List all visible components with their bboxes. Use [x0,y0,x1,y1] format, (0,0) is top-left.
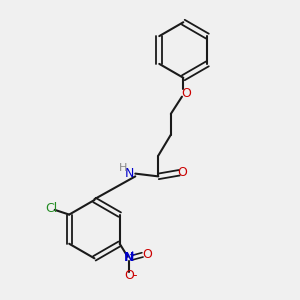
Text: +: + [128,250,135,259]
Text: O: O [124,269,134,282]
Text: O: O [142,248,152,261]
Text: O: O [182,87,192,100]
Text: N: N [124,251,135,264]
Text: H: H [118,163,127,173]
Text: N: N [125,167,134,180]
Text: -: - [132,269,137,282]
Text: O: O [178,166,188,179]
Text: Cl: Cl [45,202,57,215]
